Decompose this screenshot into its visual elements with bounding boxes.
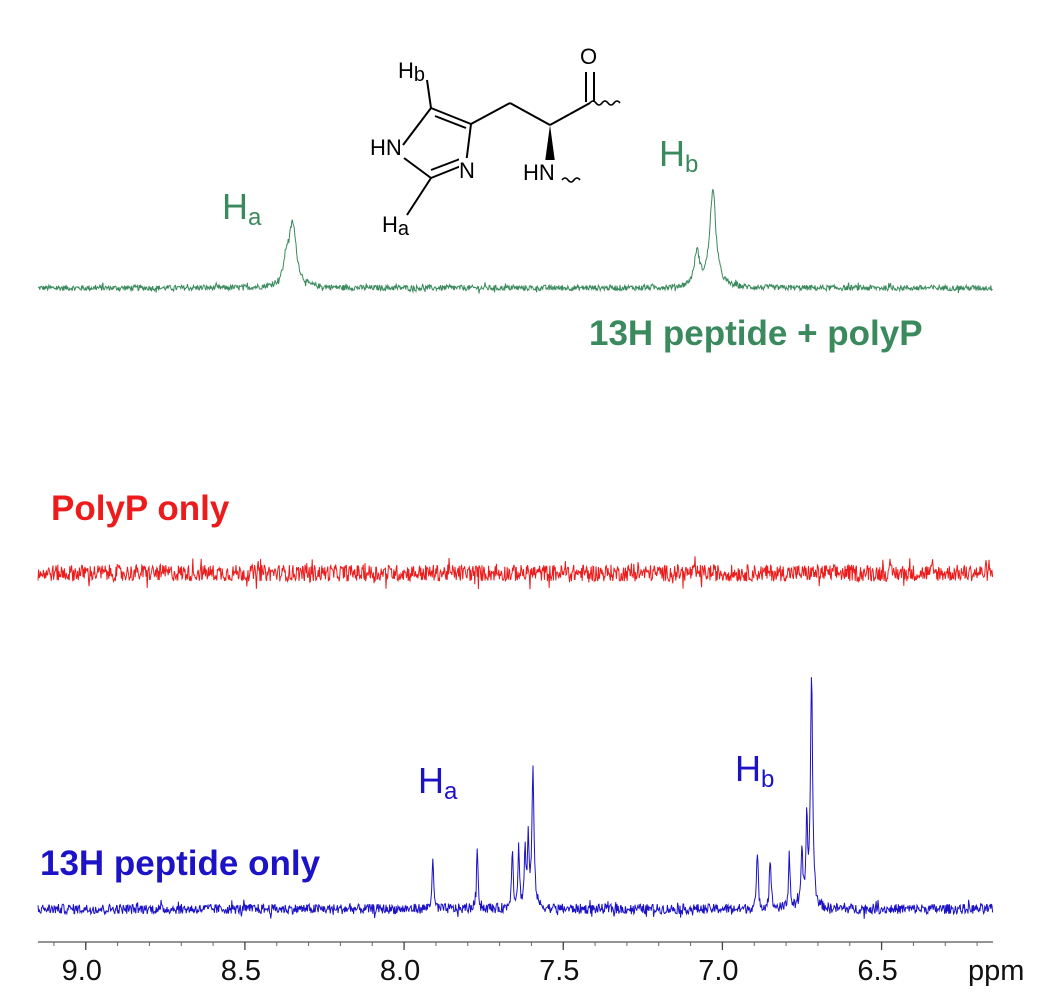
x-axis-tick-label: 7.0 [698, 955, 738, 987]
x-axis-tick-label: 6.5 [857, 955, 897, 987]
x-axis-tick-labels: 9.0 8.5 8.0 7.5 7.0 6.5 [62, 955, 898, 987]
spectra [37, 189, 994, 919]
trace-13h-peptide-polyp [37, 189, 993, 294]
trace-13h-peptide-only [37, 677, 994, 919]
x-axis-tick-label: 8.0 [380, 955, 420, 987]
x-axis-ticks [53, 942, 978, 950]
peak-label-hb-polyp: Hb [659, 133, 699, 178]
structure-label-hn-ring: HN [370, 135, 402, 160]
trace-polyp-only [37, 556, 994, 590]
x-axis-unit: ppm [968, 955, 1024, 987]
structure-label-ha: Ha [382, 212, 410, 240]
structure-label-hn-amide: HN [523, 160, 555, 186]
x-axis-tick-label: 7.5 [539, 955, 579, 987]
structure-label-o: O [580, 44, 598, 69]
structure-label-n-ring: N [459, 158, 475, 184]
peak-label-hb-peptide: Hb [735, 748, 775, 793]
series-label-13h-peptide-polyp: 13H peptide + polyP [589, 314, 923, 353]
x-axis: 9.0 8.5 8.0 7.5 7.0 6.5 ppm [38, 941, 1024, 987]
structure-label-hb: Hb [398, 58, 426, 86]
peak-label-ha-peptide: Ha [418, 760, 458, 805]
series-label-polyp-only: PolyP only [51, 489, 230, 528]
histidine-structure [402, 72, 621, 216]
peak-label-ha-polyp: Ha [222, 186, 262, 231]
x-axis-tick-label: 9.0 [62, 955, 102, 987]
series-label-13h-peptide-only: 13H peptide only [40, 844, 321, 883]
x-axis-tick-label: 8.5 [221, 955, 261, 987]
